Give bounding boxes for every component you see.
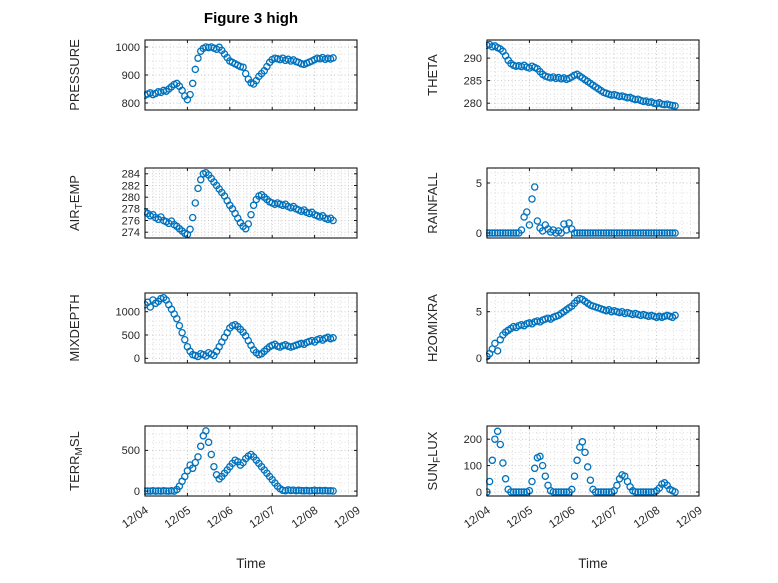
major-grid <box>145 168 357 238</box>
axes-box <box>486 167 700 239</box>
tick-marks <box>144 293 358 363</box>
figure-title: Figure 3 high <box>203 10 299 27</box>
x-tick-label: 12/09 <box>332 505 362 531</box>
axes-box <box>144 425 358 497</box>
minor-grid <box>487 40 699 110</box>
y-tick-label: 278 <box>122 204 140 216</box>
y-tick-label: 0 <box>476 353 482 365</box>
subplot-mixdepth: 0 500 1000 MIXDEPTH <box>67 292 358 365</box>
y-tick-label: 5 <box>476 178 482 190</box>
x-tick-label: 12/04 <box>462 504 493 531</box>
y-axis-label: PRESSURE <box>67 39 82 111</box>
minor-grid <box>487 293 699 363</box>
y-tick-label: 280 <box>464 98 482 110</box>
tick-marks <box>486 426 700 496</box>
y-tick-label: 280 <box>122 192 140 204</box>
x-tick-label: 12/05 <box>163 505 193 531</box>
tick-marks <box>486 293 700 363</box>
x-axis-label-right: Time <box>578 556 608 571</box>
y-tick-label: 0 <box>134 486 140 498</box>
y-tick-label: 500 <box>122 445 140 457</box>
y-tick-label: 800 <box>122 98 140 110</box>
y-tick-label: 900 <box>122 70 140 82</box>
y-tick-label: 0 <box>476 487 482 499</box>
y-tick-label: 200 <box>464 434 482 446</box>
y-axis-label: RAINFALL <box>425 172 440 233</box>
subplot-pressure: 800 900 1000 PRESSURE <box>67 39 358 111</box>
data-points <box>144 427 337 495</box>
y-axis-label: AIRTEMP <box>67 175 85 231</box>
axes-box <box>486 39 700 111</box>
data-points <box>486 294 679 361</box>
x-tick-label: 12/07 <box>247 505 277 531</box>
x-tick-label: 12/05 <box>505 505 535 531</box>
y-tick-label: 276 <box>122 215 140 227</box>
axes-box <box>144 292 358 364</box>
tick-marks <box>486 40 700 110</box>
y-axis-label: THETA <box>425 54 440 96</box>
y-tick-label: 100 <box>464 460 482 472</box>
y-axis-label: SUNFLUX <box>425 431 443 490</box>
x-tick-label: 12/09 <box>674 505 704 531</box>
y-tick-label: 1000 <box>116 307 140 319</box>
tick-marks <box>486 168 700 238</box>
subplot-theta: 280 285 290 THETA <box>425 39 700 111</box>
y-axis-label: MIXDEPTH <box>67 294 82 361</box>
subplot-rainfall: 0 5 RAINFALL <box>425 167 700 240</box>
axes-box <box>486 292 700 364</box>
minor-grid <box>487 168 699 238</box>
axes-box <box>486 425 700 497</box>
data-points <box>144 293 337 361</box>
x-tick-label: 12/06 <box>547 505 577 531</box>
major-grid <box>487 293 699 363</box>
y-tick-label: 284 <box>122 169 140 181</box>
tick-marks <box>144 168 358 238</box>
x-tick-label: 12/04 <box>120 504 151 531</box>
minor-grid <box>487 426 699 496</box>
subplot-sun_flux: 0 100 200 12/04 12/05 12/06 12/07 12/08 12/09 SUN… <box>425 425 705 531</box>
y-tick-label: 274 <box>122 227 140 239</box>
y-tick-label: 1000 <box>116 42 140 54</box>
y-axis-label: TERRMSL <box>67 431 85 491</box>
data-points <box>486 427 679 496</box>
data-points <box>144 168 337 239</box>
data-points <box>486 183 679 237</box>
subplot-h2omixra: 0 5 H2OMIXRA <box>425 292 700 365</box>
y-tick-label: 0 <box>134 353 140 365</box>
x-axis-label-left: Time <box>236 556 266 571</box>
y-tick-label: 285 <box>464 75 482 87</box>
subplot-terr_msl: 0 500 12/04 12/05 12/06 12/07 12/08 12/09 TERRMS… <box>67 425 363 531</box>
y-axis-label: H2OMIXRA <box>425 294 440 362</box>
y-tick-label: 500 <box>122 330 140 342</box>
x-tick-label: 12/08 <box>632 505 662 531</box>
major-grid <box>487 40 699 110</box>
data-points <box>486 40 679 110</box>
y-tick-label: 290 <box>464 53 482 65</box>
y-tick-label: 282 <box>122 180 140 192</box>
tick-marks <box>144 426 358 496</box>
x-tick-label: 12/06 <box>205 505 235 531</box>
data-points <box>144 43 337 104</box>
axes-box <box>144 167 358 239</box>
major-grid <box>145 40 357 110</box>
x-tick-label: 12/08 <box>290 505 320 531</box>
y-tick-label: 0 <box>476 228 482 240</box>
x-tick-label: 12/07 <box>589 505 619 531</box>
y-tick-label: 5 <box>476 307 482 319</box>
tick-marks <box>144 40 358 110</box>
